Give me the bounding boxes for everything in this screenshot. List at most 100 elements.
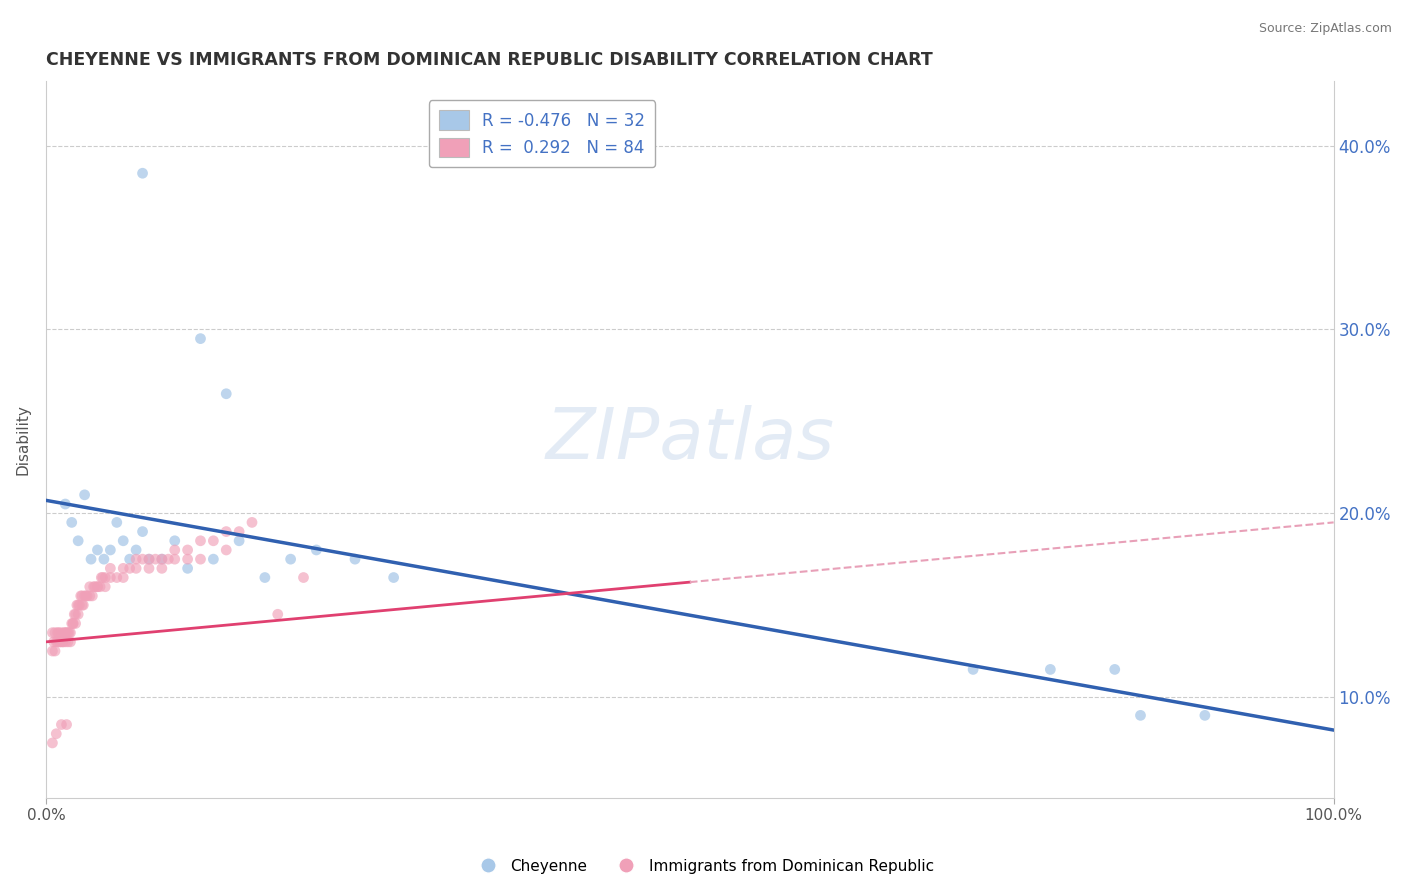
- Point: [215, 543, 238, 558]
- Point: [58, 625, 80, 640]
- Point: [79, 589, 101, 603]
- Point: [41, 644, 63, 658]
- Point: [41, 736, 63, 750]
- Point: [98, 543, 121, 558]
- Point: [131, 166, 153, 180]
- Point: [125, 552, 148, 566]
- Point: [67, 607, 90, 622]
- Point: [52, 635, 75, 649]
- Text: CHEYENNE VS IMMIGRANTS FROM DOMINICAN REPUBLIC DISABILITY CORRELATION CHART: CHEYENNE VS IMMIGRANTS FROM DOMINICAN RE…: [46, 51, 932, 69]
- Point: [46, 635, 69, 649]
- Point: [49, 635, 72, 649]
- Point: [52, 635, 75, 649]
- Point: [253, 570, 276, 584]
- Point: [280, 552, 302, 566]
- Point: [190, 552, 212, 566]
- Point: [56, 625, 79, 640]
- Point: [67, 598, 90, 612]
- Point: [59, 635, 82, 649]
- Point: [125, 543, 148, 558]
- Point: [48, 625, 70, 640]
- Point: [157, 552, 180, 566]
- Point: [215, 524, 238, 539]
- Point: [150, 552, 173, 566]
- Point: [76, 589, 98, 603]
- Point: [70, 598, 93, 612]
- Point: [73, 589, 96, 603]
- Point: [44, 644, 66, 658]
- Point: [382, 570, 405, 584]
- Point: [55, 625, 77, 640]
- Point: [150, 552, 173, 566]
- Point: [94, 570, 117, 584]
- Point: [51, 717, 73, 731]
- Point: [63, 607, 86, 622]
- Point: [131, 524, 153, 539]
- Point: [83, 580, 105, 594]
- Point: [131, 552, 153, 566]
- Point: [1104, 662, 1126, 676]
- Point: [145, 552, 167, 566]
- Point: [90, 570, 112, 584]
- Point: [240, 516, 263, 530]
- Point: [98, 570, 121, 584]
- Point: [163, 543, 186, 558]
- Point: [80, 552, 103, 566]
- Point: [163, 552, 186, 566]
- Point: [215, 386, 238, 401]
- Point: [46, 625, 69, 640]
- Point: [83, 580, 105, 594]
- Point: [105, 570, 128, 584]
- Point: [228, 524, 250, 539]
- Point: [292, 570, 315, 584]
- Point: [53, 635, 76, 649]
- Point: [1129, 708, 1152, 723]
- Point: [202, 552, 225, 566]
- Legend: Cheyenne, Immigrants from Dominican Republic: Cheyenne, Immigrants from Dominican Repu…: [467, 853, 939, 880]
- Point: [60, 616, 83, 631]
- Point: [42, 635, 65, 649]
- Point: [62, 616, 84, 631]
- Point: [51, 625, 73, 640]
- Point: [66, 598, 89, 612]
- Point: [112, 533, 135, 548]
- Point: [138, 552, 160, 566]
- Point: [105, 516, 128, 530]
- Point: [343, 552, 366, 566]
- Point: [138, 552, 160, 566]
- Point: [86, 580, 108, 594]
- Point: [305, 543, 328, 558]
- Point: [962, 662, 984, 676]
- Point: [138, 561, 160, 575]
- Point: [1194, 708, 1216, 723]
- Point: [94, 580, 117, 594]
- Point: [190, 332, 212, 346]
- Point: [112, 570, 135, 584]
- Point: [163, 533, 186, 548]
- Point: [98, 561, 121, 575]
- Text: Source: ZipAtlas.com: Source: ZipAtlas.com: [1258, 22, 1392, 36]
- Point: [176, 543, 198, 558]
- Point: [82, 589, 104, 603]
- Point: [62, 616, 84, 631]
- Point: [72, 598, 94, 612]
- Point: [73, 488, 96, 502]
- Point: [125, 561, 148, 575]
- Point: [53, 497, 76, 511]
- Point: [53, 625, 76, 640]
- Point: [44, 625, 66, 640]
- Point: [79, 580, 101, 594]
- Point: [65, 616, 87, 631]
- Point: [1039, 662, 1062, 676]
- Point: [150, 561, 173, 575]
- Y-axis label: Disability: Disability: [15, 404, 30, 475]
- Point: [89, 580, 111, 594]
- Point: [60, 516, 83, 530]
- Point: [69, 589, 91, 603]
- Point: [86, 543, 108, 558]
- Point: [55, 717, 77, 731]
- Point: [86, 580, 108, 594]
- Point: [176, 552, 198, 566]
- Point: [69, 598, 91, 612]
- Point: [118, 561, 141, 575]
